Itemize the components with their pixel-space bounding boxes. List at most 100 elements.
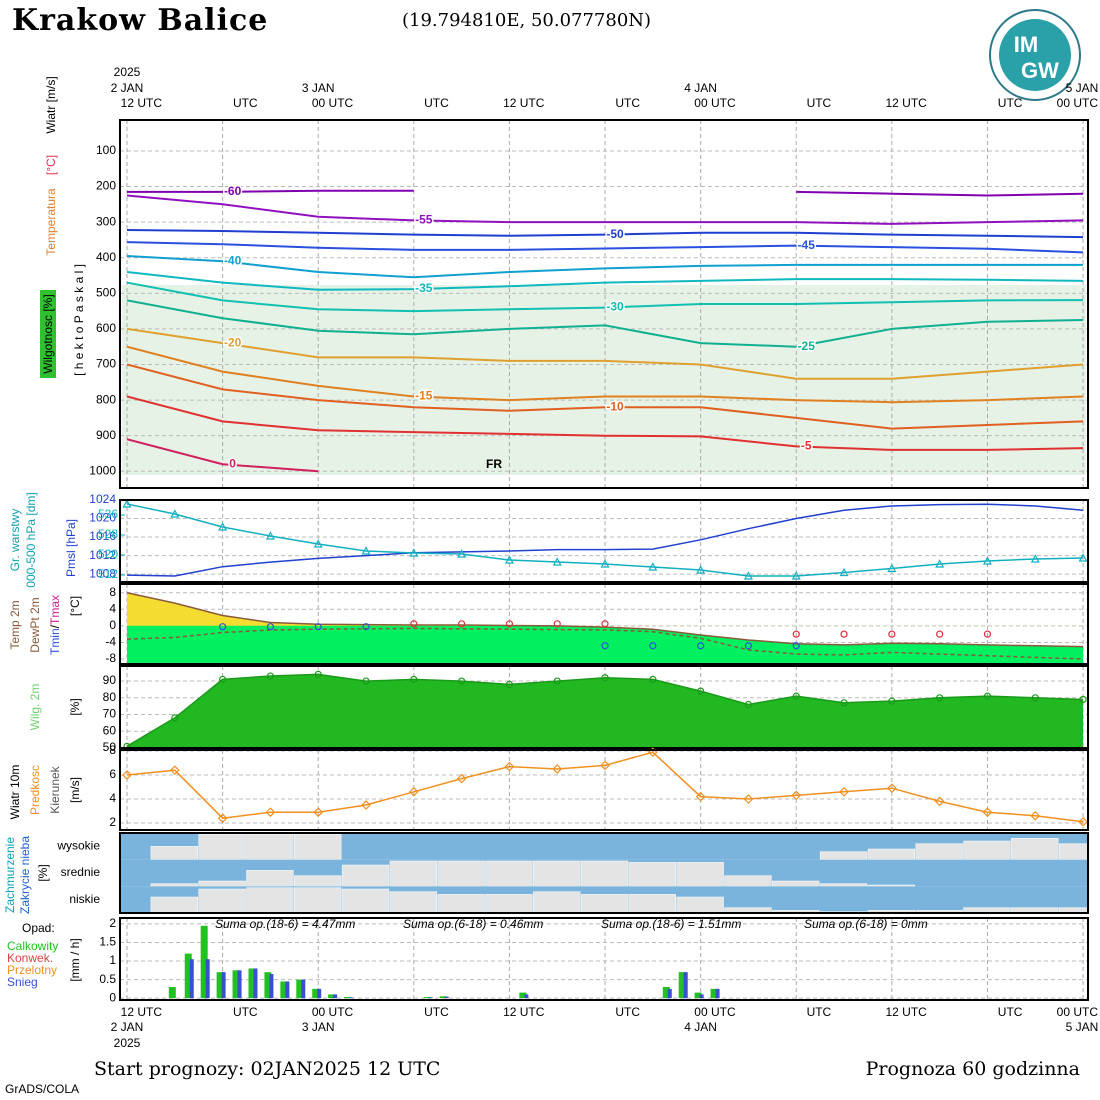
legend-entry: Przelotny: [7, 963, 57, 977]
marker: [791, 571, 801, 580]
marker: [648, 562, 658, 571]
marker: [361, 800, 371, 810]
x-tick-label: 00 UTC: [694, 1005, 736, 1019]
axis-label: Tmin: [48, 628, 62, 655]
marker: [840, 630, 848, 638]
contour-label: -30: [606, 300, 624, 314]
x-tick-label: 00 UTC: [312, 96, 354, 110]
logo-disc: [999, 19, 1071, 91]
y-tick-label: 900: [96, 428, 116, 442]
axis-label: Opad:: [22, 921, 55, 935]
bar: [710, 988, 718, 999]
logo-text: IM: [1014, 32, 1038, 57]
date-label: 5 JAN: [1066, 1020, 1099, 1034]
y-tick-label: 70: [103, 707, 117, 721]
axis-label: Gr. warstwy: [8, 509, 22, 572]
date-label: 2 JAN: [111, 1020, 144, 1034]
y-tick-label: 100: [96, 143, 116, 157]
line: [126, 751, 1084, 823]
axis-label: [mm / h]: [68, 938, 82, 981]
contour-label: -60: [224, 184, 242, 198]
axis-label: Wilg. 2m: [28, 684, 42, 731]
marker: [840, 699, 848, 707]
x-tick-label: UTC: [615, 1005, 640, 1019]
contour-label: -20: [224, 335, 242, 349]
humidity-shade: [122, 285, 1086, 475]
marker: [601, 620, 609, 628]
line: [126, 194, 1084, 225]
marker: [410, 620, 418, 628]
legend-entry: Calkowity: [7, 939, 58, 953]
marker: [1031, 694, 1039, 702]
contour-label: -10: [606, 399, 624, 413]
marker: [171, 714, 179, 722]
cloud-bar: [533, 860, 581, 887]
title: Krakow Balice: [12, 3, 268, 38]
cloud-bar: [437, 894, 485, 914]
axis-label: Zachmurzenie: [3, 837, 17, 913]
y-tick-label: 1.5: [99, 935, 116, 949]
bar: [312, 988, 320, 999]
y-tick-label: 0: [109, 990, 116, 1004]
line: [126, 363, 1084, 430]
line: [126, 438, 319, 473]
bar: [667, 988, 672, 999]
y-tick-label: 700: [96, 357, 116, 371]
marker: [313, 539, 323, 548]
area-positive: [127, 592, 1084, 626]
marker: [983, 630, 992, 638]
marker: [457, 549, 467, 558]
axis-label: 000-500 hPa [dm]: [24, 492, 38, 587]
marker: [553, 620, 561, 628]
bar: [221, 972, 226, 999]
contour-label: -15: [415, 389, 433, 403]
marker: [936, 694, 944, 702]
cloud-bar: [772, 880, 820, 887]
logo-text: GW: [1021, 58, 1059, 83]
y-tick-label: 400: [96, 250, 116, 264]
contour-label: -45: [798, 238, 816, 252]
line: [126, 281, 1084, 313]
marker: [934, 796, 945, 807]
bar: [694, 992, 702, 999]
cloud-bar: [1011, 838, 1059, 860]
year-label: 2025: [114, 1036, 141, 1050]
marker: [697, 687, 705, 695]
x-tick-label: UTC: [615, 96, 640, 110]
cloud-bar: [485, 860, 533, 887]
cloud-bar: [150, 883, 198, 887]
marker: [1030, 810, 1041, 821]
bar: [699, 994, 704, 999]
marker: [553, 677, 561, 685]
bar: [683, 972, 688, 999]
marker: [600, 559, 610, 568]
x-tick-label: UTC: [807, 1005, 832, 1019]
date-label: 3 JAN: [302, 1020, 335, 1034]
marker: [839, 567, 849, 577]
bar: [333, 994, 338, 999]
marker: [552, 557, 562, 566]
line: [126, 255, 1084, 279]
x-tick-label: UTC: [424, 96, 449, 110]
panel-frame: [119, 583, 1089, 665]
marker: [839, 786, 849, 797]
axis-label: Temp 2m: [8, 600, 22, 649]
contour-label: -5: [801, 439, 812, 453]
marker: [122, 499, 132, 508]
bar: [189, 959, 194, 999]
bar: [524, 994, 529, 999]
marker: [601, 642, 609, 650]
x-tick-label: UTC: [807, 96, 832, 110]
band-label: wysokie: [56, 839, 100, 853]
contour-label: -35: [415, 281, 433, 295]
contour-label: -25: [798, 339, 816, 353]
x-tick-label: 00 UTC: [1057, 1005, 1099, 1019]
bar: [216, 972, 224, 999]
y-tick-label: 8: [109, 585, 116, 599]
x-tick-label: 12 UTC: [886, 1005, 928, 1019]
axis-label: [%]: [68, 698, 82, 715]
cloud-bar: [294, 875, 342, 887]
bar: [317, 988, 322, 999]
x-tick-label: 12 UTC: [121, 96, 163, 110]
